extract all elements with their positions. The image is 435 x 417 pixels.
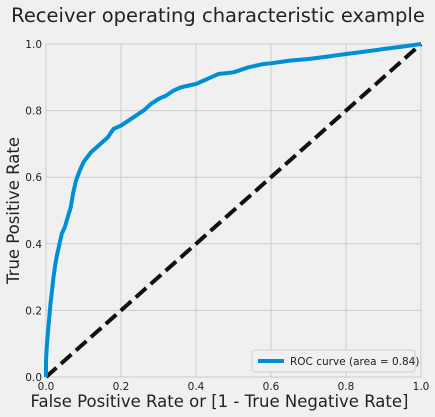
legend: ROC curve (area = 0.84) (251, 349, 419, 373)
y-axis-label: True Positive Rate (4, 137, 23, 285)
legend-label-roc-curve: ROC curve (area = 0.84) (290, 356, 419, 368)
y-tick-label: 1.0 (25, 39, 42, 51)
y-tick-label: 0.2 (25, 305, 42, 317)
y-tick-label: 0.8 (25, 106, 42, 118)
x-tick-label: 1.0 (413, 381, 430, 393)
chart-title: Receiver operating characteristic exampl… (11, 4, 425, 27)
chance-diagonal-line (44, 42, 423, 379)
x-tick-label: 0.8 (338, 381, 355, 393)
series-layer (44, 42, 423, 379)
y-tick-label: 0.0 (25, 372, 42, 384)
x-tick-label: 0.0 (38, 381, 55, 393)
grid-lines (45, 43, 422, 378)
roc-curve-line (44, 42, 422, 377)
x-tick-label: 0.6 (263, 381, 280, 393)
x-tick-label: 0.2 (113, 381, 130, 393)
x-tick-label: 0.4 (188, 381, 205, 393)
legend-box (251, 349, 416, 373)
x-axis-label: False Positive Rate or [1 - True Negativ… (31, 392, 409, 411)
y-tick-label: 0.4 (25, 239, 42, 251)
y-tick-label: 0.6 (25, 172, 42, 184)
tick-labels: 0.0 0.2 0.4 0.6 0.8 1.0 0.0 0.2 0.4 0.6 0.8 1.0 (25, 39, 429, 393)
